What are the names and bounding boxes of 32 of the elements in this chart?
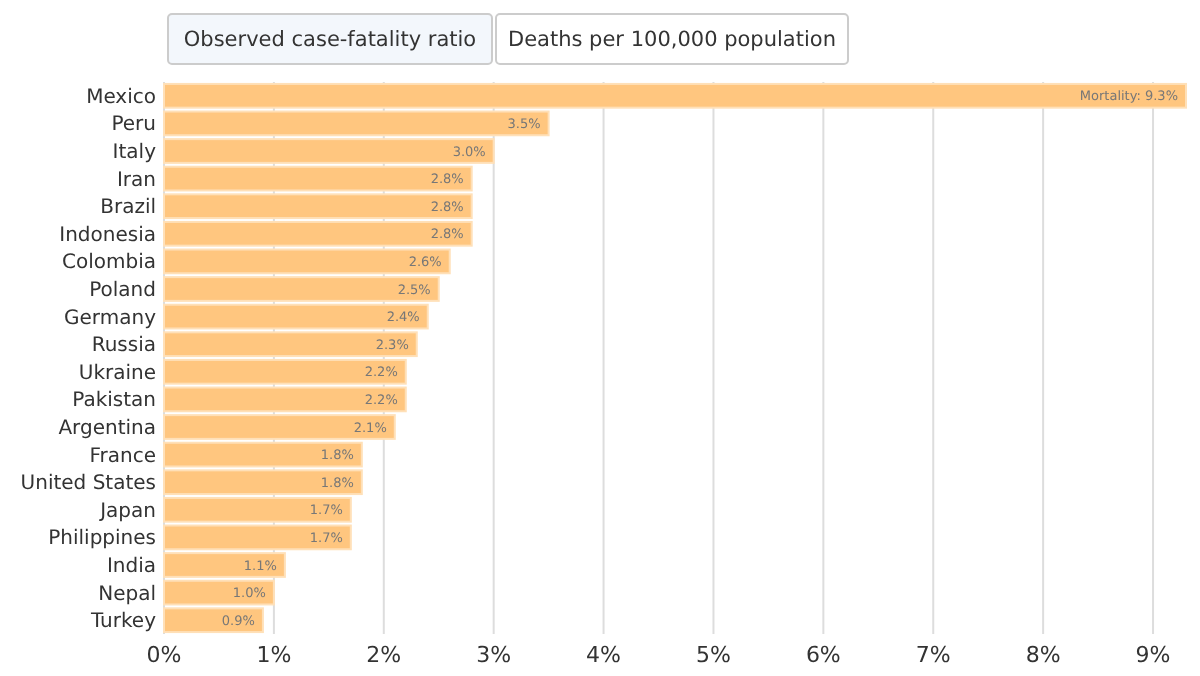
- x-tick-label: 6%: [805, 641, 841, 668]
- y-tick-label: Turkey: [88, 611, 157, 634]
- y-tick-label: Colombia: [62, 252, 156, 275]
- y-tick-label: Philippines: [48, 528, 156, 551]
- x-tick-label: 9%: [1135, 641, 1171, 668]
- x-tick-label: 0%: [146, 641, 182, 668]
- y-tick-label: Brazil: [100, 197, 156, 220]
- y-tick-label: Germany: [64, 307, 157, 330]
- x-tick-label: 7%: [915, 641, 951, 668]
- tab-button: Deaths per 100,000 population: [495, 13, 849, 65]
- x-tick-label: 4%: [586, 641, 622, 668]
- x-tick-label: 1%: [256, 641, 292, 668]
- y-tick-label: Iran: [116, 169, 156, 192]
- x-tick-label: 5%: [696, 641, 731, 668]
- y-tick-label: Italy: [112, 142, 157, 164]
- y-tick-label: France: [89, 445, 156, 468]
- y-tick-label: United States: [20, 473, 156, 496]
- y-tick-label: Poland: [89, 280, 156, 302]
- tab-button: Observed case-fatality ratio: [167, 13, 493, 65]
- y-tick-label: India: [106, 556, 156, 578]
- y-tick-label: Nepal: [98, 583, 156, 606]
- y-tick-label: Indonesia: [59, 224, 156, 247]
- y-tick-label: Russia: [91, 335, 156, 358]
- x-tick-label: 3%: [476, 641, 512, 668]
- y-tick-label: Pakistan: [72, 390, 156, 413]
- y-tick-label: Ukraine: [78, 362, 156, 385]
- x-tick-label: 2%: [366, 641, 402, 668]
- y-tick-label: Japan: [98, 500, 156, 523]
- y-tick-label: Argentina: [58, 418, 156, 440]
- y-tick-label: Mexico: [86, 86, 156, 109]
- x-tick-label: 8%: [1025, 641, 1061, 668]
- y-tick-label: Peru: [111, 114, 156, 137]
